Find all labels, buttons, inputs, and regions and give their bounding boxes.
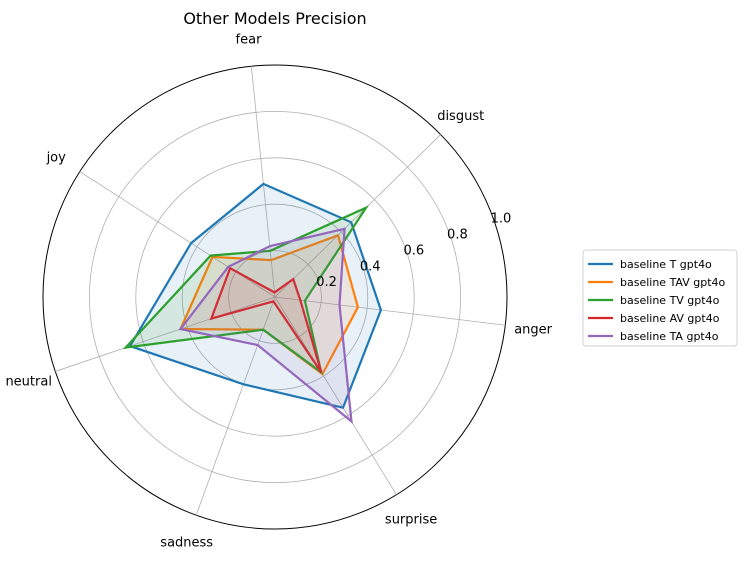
series-line — [122, 205, 370, 375]
category-label: joy — [46, 151, 67, 166]
legend-label: baseline TAV gpt4o — [620, 276, 726, 289]
category-label: anger — [514, 323, 552, 338]
grid-ring — [228, 250, 322, 344]
legend-label: baseline TA gpt4o — [620, 330, 719, 343]
series-line — [178, 227, 353, 425]
spoke-line — [195, 296, 276, 516]
chart-title: Other Models Precision — [183, 9, 366, 28]
grid-ring — [181, 203, 369, 391]
grid-ring — [135, 157, 415, 437]
radial-tick-label: 0.2 — [316, 275, 337, 290]
series-fill — [180, 228, 352, 422]
grid-ring — [88, 110, 462, 484]
radial-tick-label: 0.8 — [447, 228, 468, 243]
legend-frame — [582, 249, 738, 347]
radial-tick-label: 0.6 — [403, 243, 424, 258]
outer-ring — [42, 64, 508, 530]
series-fill — [130, 183, 381, 408]
spoke-line — [274, 296, 397, 495]
spoke-line — [55, 296, 276, 372]
legend-label: baseline AV gpt4o — [620, 312, 720, 325]
category-label: surprise — [385, 513, 437, 528]
legend-label: baseline T gpt4o — [620, 258, 712, 271]
series-line — [128, 182, 383, 409]
labels-layer: anger disgust fear joy neutral sadness surpris… — [5, 32, 552, 550]
radar-grid — [42, 64, 508, 530]
series-fill — [211, 268, 322, 373]
spoke-line — [250, 66, 276, 298]
series-layer — [122, 182, 383, 425]
category-label: disgust — [437, 109, 484, 124]
radial-tick-label: 1.0 — [491, 212, 512, 227]
radial-tick-label: 0.4 — [360, 259, 381, 274]
legend-label: baseline TV gpt4o — [620, 294, 720, 307]
category-label: neutral — [5, 374, 52, 389]
legend: baseline T gpt4o baseline TAV gpt4o baseli… — [582, 249, 738, 347]
series-line — [209, 266, 323, 373]
spoke-line — [274, 134, 441, 298]
category-label: sadness — [160, 536, 213, 551]
category-label: fear — [236, 32, 263, 47]
spoke-line — [274, 296, 506, 326]
